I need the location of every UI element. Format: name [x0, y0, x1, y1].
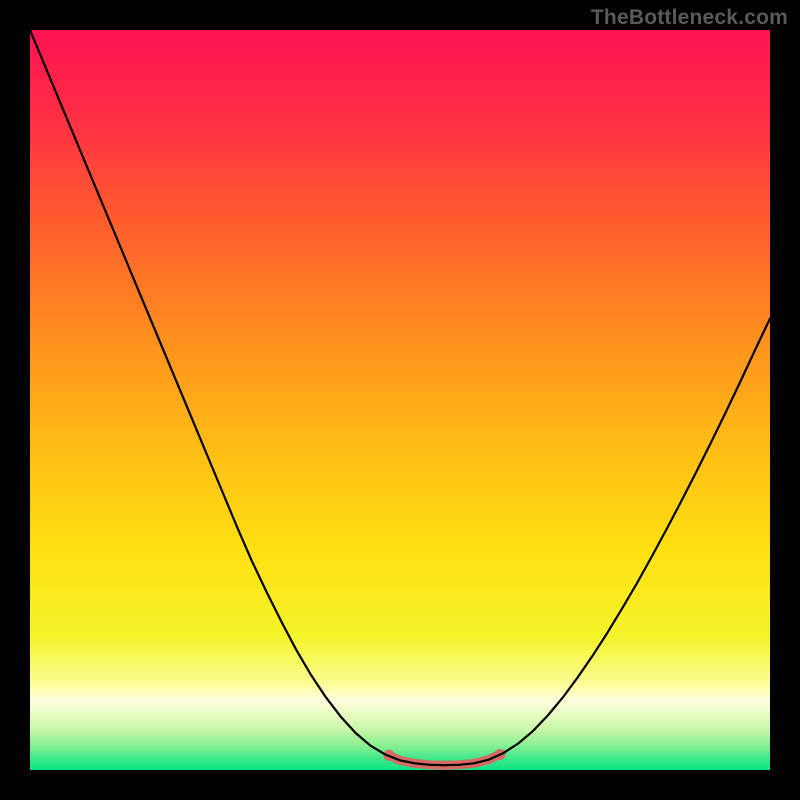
chart-svg: [30, 30, 770, 770]
chart-container: TheBottleneck.com: [0, 0, 800, 800]
chart-background: [30, 30, 770, 770]
plot-area: [30, 30, 770, 770]
watermark-text: TheBottleneck.com: [591, 6, 788, 30]
